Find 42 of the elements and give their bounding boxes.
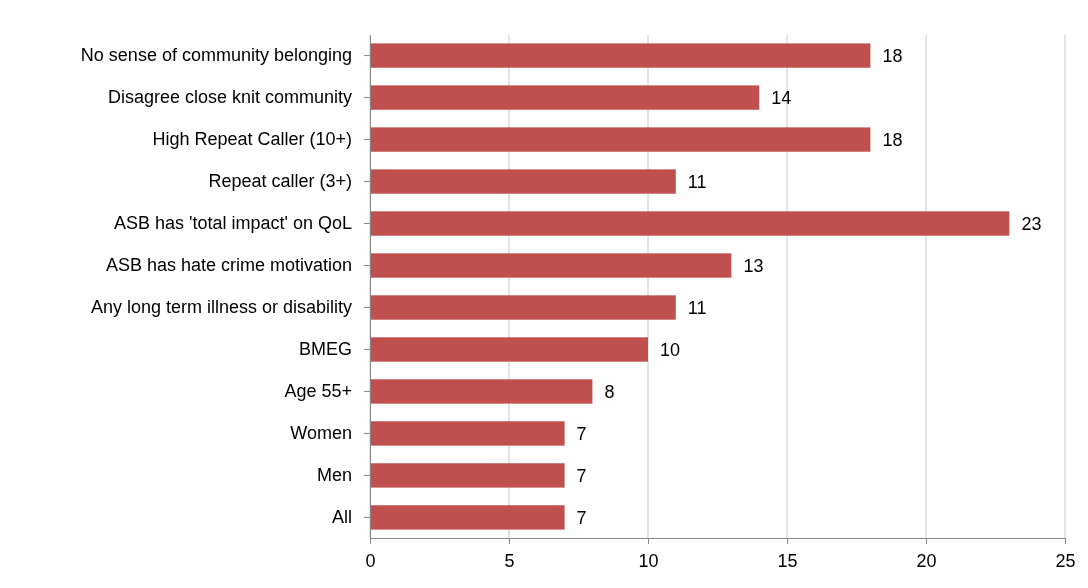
bar	[370, 295, 676, 320]
y-tick-label: Repeat caller (3+)	[208, 171, 352, 192]
bar	[370, 43, 871, 68]
data-label: 8	[604, 381, 615, 402]
bar	[370, 337, 648, 362]
y-tick-label: Men	[316, 465, 352, 486]
data-label: 18	[882, 45, 903, 66]
y-tick-label: BMEG	[298, 339, 352, 360]
x-tick-label: 20	[916, 550, 937, 571]
x-tick-label: 15	[777, 550, 798, 571]
bar	[370, 505, 565, 530]
data-label: 13	[743, 255, 764, 276]
bar	[370, 421, 565, 446]
y-tick-label: No sense of community belonging	[80, 45, 352, 66]
x-tick-label: 10	[638, 550, 659, 571]
data-label: 10	[660, 339, 681, 360]
bar	[370, 379, 593, 404]
data-label: 14	[771, 87, 792, 108]
y-tick-label: Age 55+	[284, 381, 352, 402]
y-tick-label: Disagree close knit community	[107, 87, 352, 108]
y-tick-label: High Repeat Caller (10+)	[152, 129, 352, 150]
data-label: 7	[576, 465, 587, 486]
x-tick-label: 5	[504, 550, 515, 571]
data-label: 11	[687, 171, 707, 192]
bar	[370, 211, 1010, 236]
bar	[370, 169, 676, 194]
x-tick-label: 25	[1055, 550, 1076, 571]
y-tick-label: All	[331, 507, 352, 528]
y-tick-label: Any long term illness or disability	[90, 297, 352, 318]
bar	[370, 85, 760, 110]
y-tick-label: ASB has hate crime motivation	[105, 255, 352, 276]
data-label: 18	[882, 129, 903, 150]
data-label: 23	[1021, 213, 1042, 234]
y-tick-label: Women	[290, 423, 352, 444]
bar	[370, 253, 732, 278]
data-label: 7	[576, 507, 587, 528]
y-tick-label: ASB has 'total impact' on QoL	[114, 213, 352, 234]
x-tick-label: 0	[365, 550, 376, 571]
bar	[370, 127, 871, 152]
data-label: 11	[687, 297, 707, 318]
data-label: 7	[576, 423, 587, 444]
bar	[370, 463, 565, 488]
